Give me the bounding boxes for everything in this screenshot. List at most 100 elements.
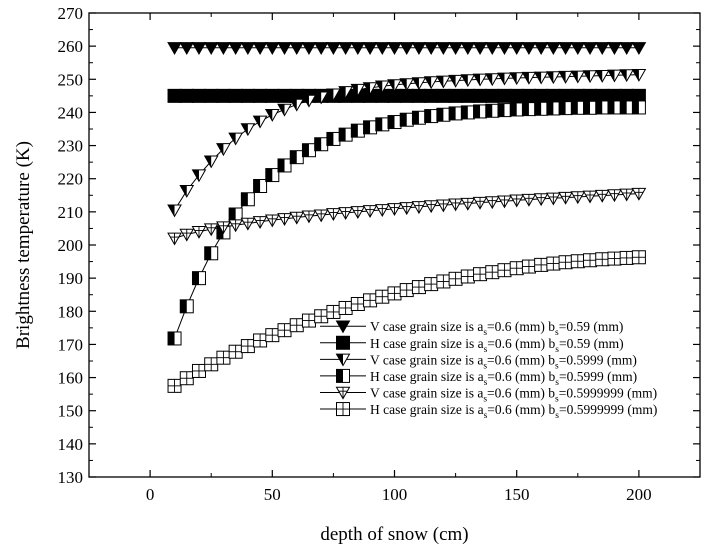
- legend-marker: [335, 386, 351, 400]
- series-6-point: [570, 254, 585, 269]
- series-1-point: [582, 42, 598, 55]
- series-6-point: [387, 286, 402, 301]
- series-5-point: [594, 189, 610, 203]
- series-3-point: [338, 86, 353, 100]
- series-2-point: [583, 88, 598, 103]
- series-6-point: [534, 257, 549, 272]
- series-2-point: [204, 88, 219, 103]
- series-2-point: [191, 88, 206, 103]
- x-tick-label: 200: [626, 485, 652, 504]
- series-4-point: [448, 106, 463, 121]
- series-3-point: [179, 184, 195, 198]
- series-6-point: [289, 318, 304, 333]
- series-4-point: [326, 131, 341, 146]
- series-4-point: [387, 115, 402, 130]
- series-3-point: [570, 70, 586, 84]
- series-6-point: [399, 283, 414, 298]
- series-3-point: [264, 109, 280, 122]
- series-5-point: [631, 187, 647, 201]
- series-2-point: [253, 88, 268, 103]
- series-5-point: [521, 193, 537, 207]
- series-3-point: [423, 76, 439, 90]
- y-tick-label: 230: [58, 137, 84, 156]
- series-2-point: [595, 88, 610, 103]
- series-3-point: [509, 72, 525, 86]
- legend-item: V case grain size is as=0.6 (mm) bs=0.59…: [320, 385, 657, 404]
- series-6-point: [460, 269, 475, 284]
- series-5-point: [191, 226, 207, 239]
- series-6-point: [338, 300, 353, 315]
- series-2-point: [631, 88, 646, 103]
- series-5-point: [203, 223, 219, 237]
- series-4-point: [301, 143, 316, 158]
- series-4-point: [350, 123, 365, 138]
- legend-item: H case grain size is as=0.6 (mm) bs=0.59…: [320, 402, 657, 421]
- series-5-point: [289, 211, 305, 225]
- x-tick-label: 150: [504, 485, 530, 504]
- series-4-point: [314, 137, 329, 152]
- series-6-point: [485, 265, 500, 280]
- series-4-point: [595, 100, 610, 115]
- series-4-point: [253, 179, 268, 194]
- series-4-point: [265, 168, 280, 183]
- legend-item: V case grain size is as=0.6 (mm) bs=0.59…: [320, 352, 637, 371]
- series-1-point: [436, 42, 451, 55]
- series-1-point: [460, 42, 476, 55]
- series-1-point: [203, 42, 219, 55]
- y-tick-label: 210: [58, 203, 84, 222]
- series-6-point: [411, 280, 426, 295]
- y-axis-title: Brightness temperature (K): [13, 141, 34, 349]
- series-4-point: [277, 158, 292, 173]
- series-1-point: [167, 42, 182, 55]
- series-2-point: [265, 88, 280, 103]
- series-1-point: [472, 42, 488, 55]
- series-1-point: [216, 42, 231, 55]
- series-3-point: [460, 74, 476, 88]
- series-3-point: [387, 79, 402, 93]
- series-6: [167, 250, 646, 393]
- series-6-point: [191, 363, 206, 378]
- series-6-point: [509, 261, 524, 276]
- series-2-point: [497, 88, 512, 103]
- series-3-point: [521, 71, 537, 85]
- series-1-point: [350, 42, 366, 55]
- series-3-point: [607, 69, 622, 83]
- series-6-point: [253, 333, 268, 348]
- series-5-point: [607, 189, 622, 203]
- series-1-point: [362, 42, 378, 55]
- series-1-point: [533, 42, 549, 55]
- series-3-point: [350, 83, 366, 97]
- series-4-point: [399, 112, 414, 127]
- series-3-point: [436, 75, 451, 89]
- y-tick-label: 220: [58, 170, 84, 189]
- series-4-point: [363, 120, 378, 135]
- series-2-point: [509, 88, 524, 103]
- series-6-point: [228, 344, 243, 359]
- series-4-point: [191, 271, 206, 286]
- series-4-point: [436, 107, 451, 122]
- series-5-point: [277, 213, 292, 226]
- series-6-point: [216, 350, 231, 365]
- series-1-point: [252, 42, 268, 55]
- legend-label: V case grain size is as=0.6 (mm) bs=0.59…: [370, 352, 637, 371]
- series-5-point: [570, 191, 586, 205]
- series-5-point: [301, 210, 317, 224]
- series-2-point: [460, 88, 475, 103]
- y-tick-label: 180: [58, 302, 84, 321]
- series-4-point: [546, 101, 561, 116]
- series-1-point: [301, 42, 317, 55]
- series-5-point: [228, 219, 244, 233]
- series-1-point: [484, 42, 500, 55]
- legend-marker: [335, 320, 351, 334]
- series-4-point: [289, 150, 304, 165]
- series-4-point: [570, 100, 585, 115]
- x-tick-label: 50: [264, 485, 281, 504]
- series-6-point: [631, 250, 646, 265]
- x-axis-title: depth of snow (cm): [320, 524, 468, 545]
- series-3-point: [326, 88, 341, 102]
- series-4-point: [485, 103, 500, 118]
- series-6-point: [521, 259, 536, 274]
- y-tick-label: 270: [58, 4, 84, 23]
- series-2-point: [399, 88, 414, 103]
- series-4-point: [558, 101, 573, 116]
